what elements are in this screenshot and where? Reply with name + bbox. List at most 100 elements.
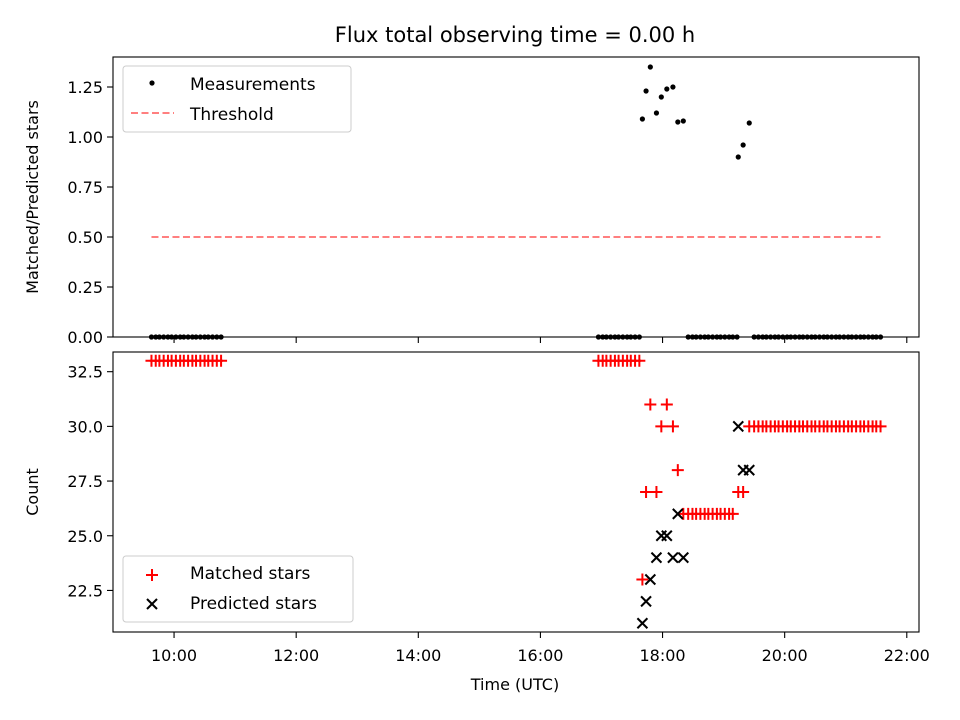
- legend-matched-marker: [146, 569, 158, 581]
- measurement-point: [615, 334, 622, 340]
- measurement-point: [193, 334, 199, 340]
- y-tick-label: 25.0: [67, 527, 103, 546]
- legend-predicted-label: Predicted stars: [190, 594, 317, 614]
- measurement-point: [664, 86, 670, 92]
- legend-measurements-marker: [149, 80, 155, 86]
- measurement-point: [816, 334, 823, 340]
- y-tick-label: 1.25: [67, 78, 103, 97]
- measurement-point: [853, 334, 859, 340]
- measurement-point: [205, 334, 211, 340]
- predicted-star-point: [640, 595, 652, 608]
- x-tick-label: 16:00: [517, 646, 563, 665]
- measurement-point: [841, 334, 847, 340]
- measurement-point: [653, 110, 660, 116]
- x-tick-label: 18:00: [639, 646, 685, 665]
- measurement-point: [169, 334, 175, 340]
- measurement-point: [861, 334, 867, 340]
- measurement-point: [181, 334, 187, 340]
- measurement-point: [603, 334, 609, 340]
- measurement-point: [620, 334, 626, 340]
- measurement-point: [746, 120, 752, 126]
- matched-star-point: [644, 398, 657, 411]
- measurement-point: [658, 94, 664, 100]
- measurement-point: [869, 334, 876, 340]
- measurement-point: [763, 334, 769, 340]
- measurement-point: [857, 334, 863, 340]
- y-tick-label: 22.5: [67, 581, 103, 600]
- measurement-point: [845, 334, 851, 340]
- measurement-point: [647, 64, 653, 70]
- bottom-data-marks: [145, 354, 887, 629]
- measurement-point: [804, 334, 810, 340]
- measurement-point: [148, 334, 155, 340]
- measurement-point: [624, 334, 630, 340]
- predicted-star-point: [661, 530, 673, 542]
- measurement-point: [680, 118, 686, 124]
- measurement-point: [788, 334, 794, 340]
- measurement-point: [612, 334, 618, 340]
- matched-star-point: [671, 464, 684, 477]
- legend-threshold-label: Threshold: [189, 105, 274, 125]
- measurement-point: [201, 334, 208, 340]
- measurement-point: [740, 142, 746, 148]
- predicted-star-point: [732, 420, 744, 433]
- x-tick-label: 20:00: [762, 646, 808, 665]
- measurement-point: [600, 334, 606, 340]
- top-data-marks: [148, 64, 884, 340]
- measurement-point: [177, 334, 183, 340]
- measurement-point: [730, 334, 736, 340]
- matched-star-point: [215, 354, 228, 367]
- bottom-plot-frame: [112, 351, 920, 633]
- measurement-point: [792, 334, 798, 340]
- matched-star-point: [650, 486, 663, 498]
- top-plot-frame: [112, 56, 920, 338]
- top-legend-box: [122, 65, 352, 133]
- measurement-point: [760, 334, 766, 340]
- matched-star-point: [737, 486, 750, 498]
- measurement-point: [796, 334, 802, 340]
- predicted-star-point: [650, 551, 663, 564]
- predicted-star-point: [677, 551, 690, 564]
- predicted-star-point: [644, 573, 657, 586]
- matched-star-point: [874, 420, 887, 433]
- measurement-point: [218, 334, 224, 340]
- measurement-point: [726, 334, 732, 340]
- measurement-point: [780, 334, 786, 340]
- y-tick-label: 32.5: [67, 363, 103, 382]
- x-tick-label: 22:00: [884, 646, 930, 665]
- measurement-point: [675, 119, 681, 125]
- measurement-point: [800, 334, 806, 340]
- y-tick-label: 0.00: [67, 328, 103, 347]
- measurement-point: [189, 334, 195, 340]
- measurement-point: [702, 334, 708, 340]
- measurement-point: [829, 334, 835, 340]
- measurement-point: [197, 334, 203, 340]
- legend-matched-label: Matched stars: [190, 564, 310, 584]
- measurement-point: [833, 334, 839, 340]
- matched-star-point: [660, 398, 673, 411]
- bottom-legend: Matched stars Predicted stars: [122, 555, 354, 623]
- measurement-point: [877, 334, 884, 340]
- measurement-point: [812, 334, 818, 340]
- measurement-point: [689, 334, 696, 340]
- x-axis-label: Time (UTC): [470, 675, 559, 694]
- measurement-point: [697, 334, 704, 340]
- matched-star-point: [666, 420, 679, 433]
- y-tick-label: 1.00: [67, 128, 103, 147]
- predicted-star-point: [636, 617, 649, 629]
- measurement-point: [685, 334, 691, 340]
- predicted-star-point: [667, 551, 679, 564]
- measurement-point: [772, 334, 778, 340]
- legend-predicted-marker: [146, 598, 158, 610]
- y-tick-label: 0.50: [67, 228, 103, 247]
- measurement-point: [768, 334, 774, 340]
- legend-measurements-label: Measurements: [190, 75, 316, 95]
- predicted-star-point: [743, 464, 755, 476]
- measurement-point: [173, 334, 179, 340]
- y-tick-label: 0.75: [67, 178, 103, 197]
- measurement-point: [710, 334, 716, 340]
- measurement-point: [632, 334, 638, 340]
- y-tick-label: 27.5: [67, 472, 103, 491]
- measurement-point: [734, 334, 740, 340]
- measurement-point: [608, 334, 614, 340]
